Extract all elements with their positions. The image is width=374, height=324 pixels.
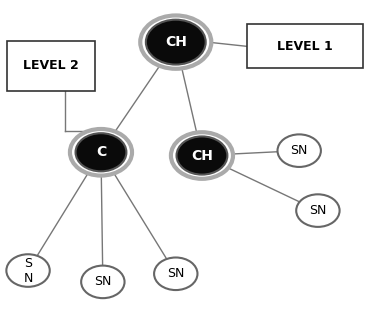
Text: SN: SN [167, 267, 184, 280]
Ellipse shape [154, 258, 197, 290]
Ellipse shape [177, 136, 227, 175]
Ellipse shape [6, 254, 50, 287]
FancyBboxPatch shape [247, 24, 363, 68]
Ellipse shape [278, 134, 321, 167]
Ellipse shape [146, 20, 206, 64]
Text: S
N: S N [23, 257, 33, 284]
FancyBboxPatch shape [7, 40, 95, 91]
Text: SN: SN [309, 204, 327, 217]
Text: LEVEL 2: LEVEL 2 [23, 59, 79, 72]
Text: C: C [96, 145, 106, 159]
Ellipse shape [296, 194, 340, 227]
Text: SN: SN [291, 144, 308, 157]
Text: CH: CH [165, 35, 187, 49]
Ellipse shape [81, 266, 125, 298]
Ellipse shape [171, 132, 233, 179]
Ellipse shape [140, 16, 211, 69]
Text: LEVEL 1: LEVEL 1 [277, 40, 333, 53]
Ellipse shape [76, 133, 126, 171]
Ellipse shape [70, 129, 132, 176]
Text: SN: SN [94, 275, 111, 288]
Text: CH: CH [191, 148, 213, 163]
